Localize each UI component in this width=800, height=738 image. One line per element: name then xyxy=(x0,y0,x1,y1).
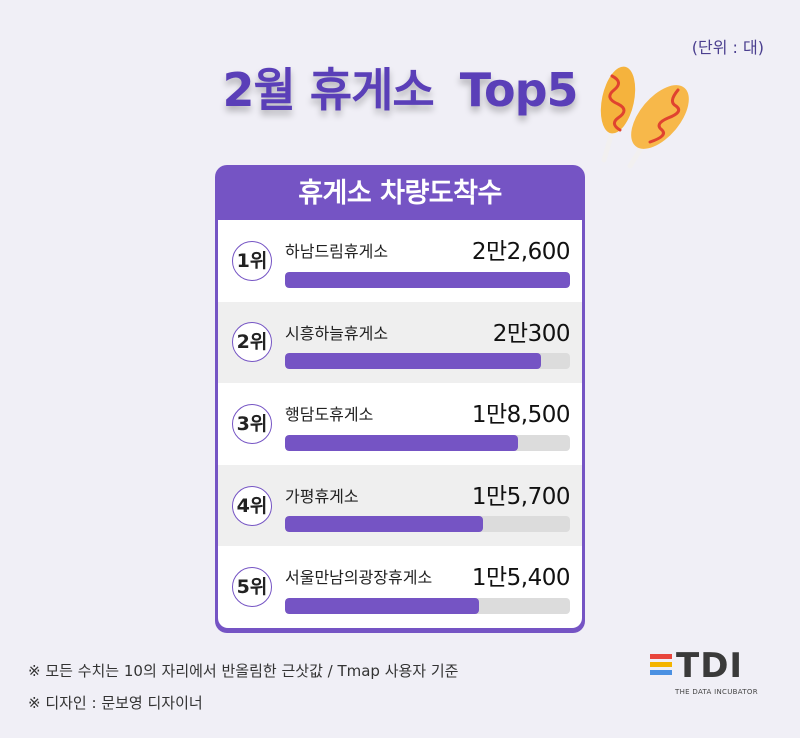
rest-area-name: 행담도휴게소 xyxy=(285,405,374,425)
value-label: 1만5,700 xyxy=(471,483,571,510)
page-title: 2월 휴게소 Top5 xyxy=(0,54,800,120)
value-label: 1만8,500 xyxy=(471,402,571,429)
rank-badge: 3위 xyxy=(232,403,272,444)
ranking-row: 5위 서울만남의광장휴게소 1만5,400 xyxy=(218,546,582,628)
bar-track xyxy=(285,353,570,370)
logo-bar xyxy=(650,662,672,667)
bar-track xyxy=(285,597,570,614)
logo-subtitle: THE DATA INCUBATOR xyxy=(675,688,758,696)
title-part1: 2월 휴게소 xyxy=(222,63,434,117)
bar-fill xyxy=(285,597,480,614)
corndog-icon xyxy=(600,66,689,169)
unit-note: (단위 : 대) xyxy=(691,38,764,57)
footnote-designer: ※ 디자인 : 문보영 디자이너 xyxy=(28,694,203,712)
rank-badge: 2위 xyxy=(232,322,272,363)
rest-area-name: 하남드림휴게소 xyxy=(285,242,389,261)
bar-fill xyxy=(285,353,541,370)
bar-track xyxy=(285,271,570,288)
bar-track xyxy=(285,516,570,533)
ranking-row: 4위 가평휴게소 1만5,700 xyxy=(218,464,582,547)
rest-area-name: 가평휴게소 xyxy=(285,486,359,506)
value-label: 2만2,600 xyxy=(471,239,571,265)
footnote-rounding: ※ 모든 수치는 10의 자리에서 반올림한 근삿값 / Tmap 사용자 기준 xyxy=(28,662,459,680)
logo-bar xyxy=(650,670,672,675)
ranking-list: 1위 하남드림휴게소 2만2,600 2위 시흥하늘휴게소 2만300 3위 행… xyxy=(218,220,582,628)
rank-badge: 1위 xyxy=(232,240,272,281)
bar-track xyxy=(285,434,570,451)
logo-bars-icon xyxy=(650,654,672,678)
rank-badge: 4위 xyxy=(232,485,272,526)
title-part2: Top5 xyxy=(459,63,579,117)
rank-badge: 5위 xyxy=(232,567,272,608)
bar-fill xyxy=(285,271,570,288)
bar-fill xyxy=(285,516,483,533)
card-title: 휴게소 차량도착수 xyxy=(298,178,502,209)
value-label: 1만5,400 xyxy=(471,565,571,592)
logo-text: TDI xyxy=(676,646,744,686)
bar-fill xyxy=(285,434,519,451)
tdi-logo: TDI THE DATA INCUBATOR xyxy=(650,646,765,700)
ranking-row: 3위 행담도휴게소 1만8,500 xyxy=(218,383,582,465)
ranking-row: 2위 시흥하늘휴게소 2만300 xyxy=(218,301,582,384)
ranking-row: 1위 하남드림휴게소 2만2,600 xyxy=(218,220,582,302)
ranking-card: 휴게소 차량도착수 1위 하남드림휴게소 2만2,600 2위 시흥하늘휴게소 … xyxy=(215,165,585,633)
logo-bar xyxy=(650,654,672,659)
value-label: 2만300 xyxy=(492,320,571,347)
rest-area-name: 시흥하늘휴게소 xyxy=(285,323,389,343)
rest-area-name: 서울만남의광장휴게소 xyxy=(285,568,433,588)
